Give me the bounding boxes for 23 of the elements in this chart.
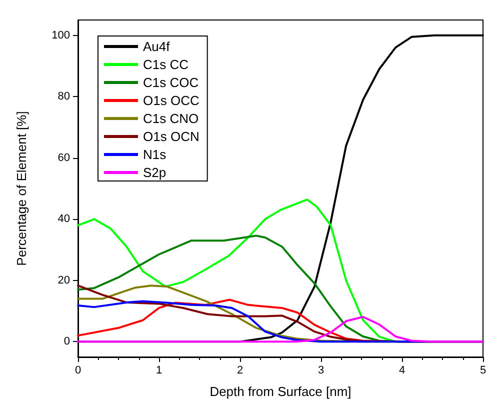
y-tick-label: 100 xyxy=(52,29,70,42)
line-series xyxy=(77,316,484,343)
legend-label: O1s OCC xyxy=(143,93,200,108)
y-tick-label: 0 xyxy=(64,336,70,348)
y-axis-title: Percentage of Element [%] xyxy=(14,111,29,266)
x-axis-title: Depth from Surface [nm] xyxy=(210,384,352,399)
legend-label: C1s COC xyxy=(143,75,199,90)
x-tick-label: 2 xyxy=(236,364,244,376)
x-tick-label: 0 xyxy=(74,364,82,376)
x-tick-label: 4 xyxy=(398,364,406,376)
legend-label: S2p xyxy=(143,165,166,180)
legend-label: O1s OCN xyxy=(143,129,200,144)
x-tick-label: 1 xyxy=(156,364,162,376)
legend-label: C1s CC xyxy=(143,57,189,72)
y-tick-label: 20 xyxy=(58,274,70,286)
x-tick-label: 3 xyxy=(318,364,324,376)
legend-label: Au4f xyxy=(143,39,170,54)
y-tick-label: 60 xyxy=(58,152,70,164)
y-tick-label: 40 xyxy=(58,213,70,226)
y-tick-label: 80 xyxy=(58,90,70,103)
legend-label: N1s xyxy=(143,147,167,162)
legend-label: C1s CNO xyxy=(143,111,199,126)
x-tick-label: 5 xyxy=(480,364,486,376)
